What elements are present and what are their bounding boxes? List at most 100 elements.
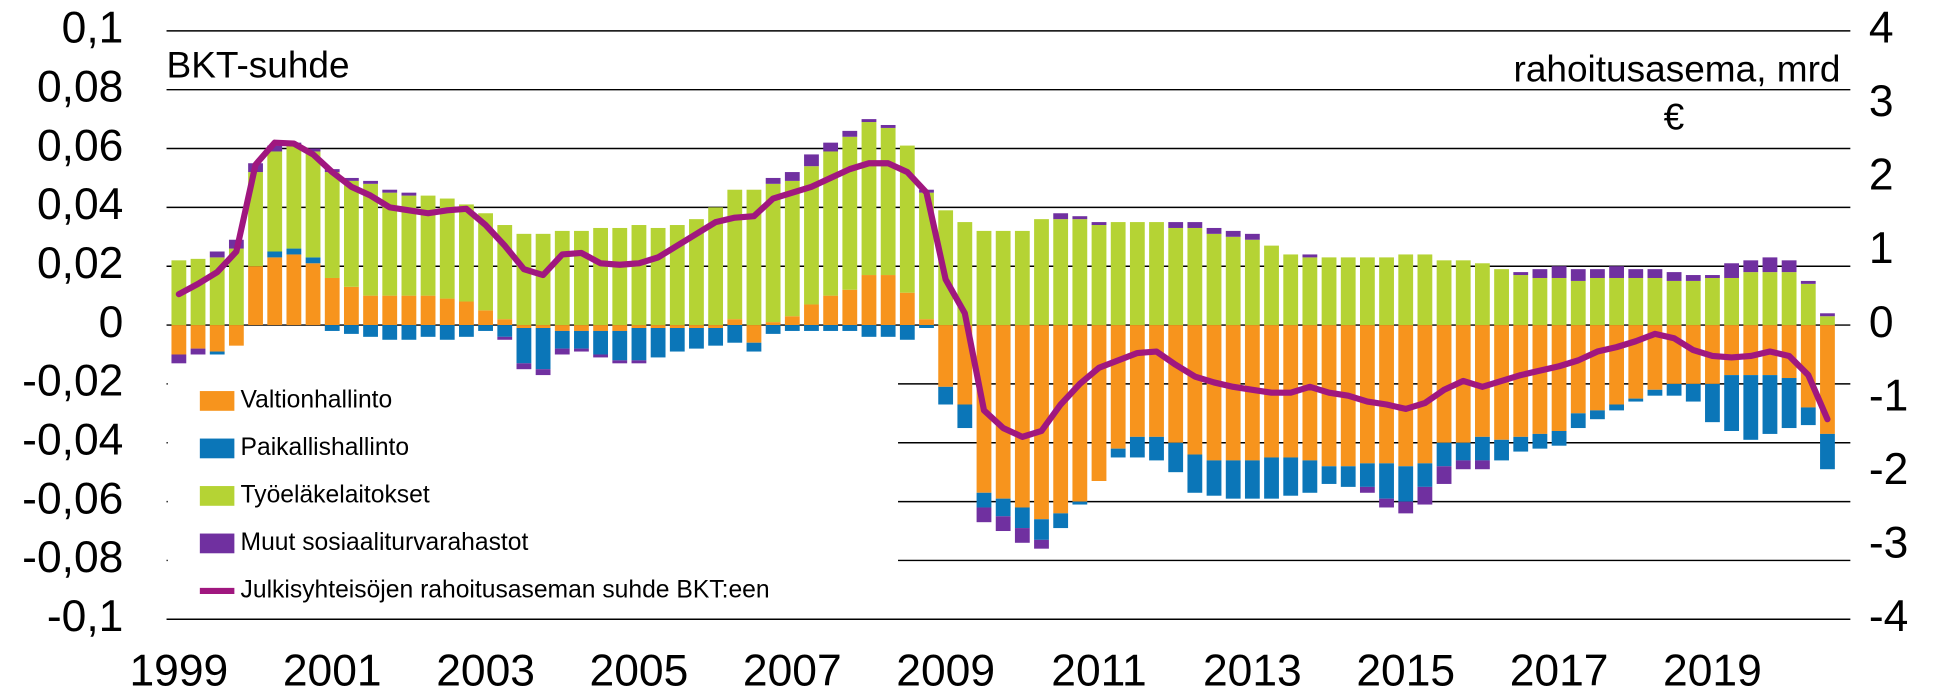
bar-segment bbox=[324, 325, 340, 331]
bar-segment bbox=[823, 295, 839, 326]
bar-segment bbox=[1225, 230, 1241, 237]
legend-label: Paikallishallinto bbox=[241, 434, 410, 461]
bar-segment bbox=[804, 154, 819, 167]
bar-segment bbox=[1628, 269, 1644, 278]
bar-segment bbox=[612, 360, 628, 364]
bar-segment bbox=[286, 254, 302, 326]
bar-segment bbox=[631, 325, 647, 329]
bar-segment bbox=[784, 316, 800, 326]
bar-segment bbox=[1206, 227, 1222, 234]
bar-segment bbox=[1417, 486, 1433, 505]
bar-segment bbox=[631, 328, 647, 361]
bar-segment bbox=[459, 325, 474, 337]
y-tick-label: -0,02 bbox=[22, 357, 123, 406]
y2-axis-label: rahoitusasema, mrd bbox=[1514, 48, 1841, 89]
bar-segment bbox=[1436, 325, 1452, 443]
bar-segment bbox=[1110, 448, 1126, 458]
bar-segment bbox=[1570, 280, 1586, 326]
x-tick-label: 2009 bbox=[896, 646, 995, 695]
bar-segment bbox=[286, 248, 302, 255]
bar-segment bbox=[746, 189, 762, 326]
bar-segment bbox=[1244, 460, 1260, 499]
y2-tick-label: -1 bbox=[1869, 371, 1908, 420]
bar-segment bbox=[1091, 222, 1107, 226]
bar-segment bbox=[1302, 325, 1318, 461]
bar-segment bbox=[305, 257, 321, 264]
bar-segment bbox=[1666, 325, 1682, 384]
bar-segment bbox=[899, 292, 915, 326]
bar-segment bbox=[343, 177, 359, 181]
bar-segment bbox=[554, 330, 570, 349]
bar-segment bbox=[1609, 266, 1624, 278]
bar-segment bbox=[957, 404, 973, 429]
bar-segment bbox=[1800, 407, 1816, 426]
bar-segment bbox=[267, 151, 283, 252]
bar-segment bbox=[1072, 219, 1088, 326]
bar-segment bbox=[497, 336, 513, 340]
y2-axis-label: € bbox=[1664, 96, 1685, 137]
bar-segment bbox=[1762, 375, 1778, 434]
bar-segment bbox=[554, 325, 570, 331]
bar-segment bbox=[995, 516, 1011, 532]
bar-segment bbox=[1129, 222, 1145, 326]
bar-segment bbox=[1551, 277, 1567, 326]
x-tick-label: 2019 bbox=[1663, 646, 1762, 695]
bar-segment bbox=[1455, 260, 1471, 326]
legend-box bbox=[167, 370, 899, 616]
bar-segment bbox=[1800, 283, 1816, 326]
bar-segment bbox=[1685, 325, 1701, 384]
bar-segment bbox=[842, 130, 858, 137]
x-tick-label: 1999 bbox=[129, 646, 228, 695]
bar-segment bbox=[861, 119, 877, 123]
x-tick-label: 2005 bbox=[590, 646, 689, 695]
bar-segment bbox=[439, 325, 455, 340]
bar-segment bbox=[784, 180, 800, 317]
x-tick-label: 2017 bbox=[1510, 646, 1609, 695]
bar-segment bbox=[1820, 316, 1835, 326]
bar-segment bbox=[439, 298, 455, 326]
bar-segment bbox=[1053, 219, 1069, 326]
bar-segment bbox=[209, 351, 225, 355]
bar-segment bbox=[995, 230, 1011, 326]
line-series bbox=[175, 139, 1831, 440]
y2-tick-label: -4 bbox=[1869, 592, 1908, 641]
bar-segment bbox=[823, 151, 839, 296]
bar-segment bbox=[784, 172, 800, 181]
bar-segment bbox=[1475, 325, 1490, 437]
bar-segment bbox=[324, 172, 340, 278]
bar-segment bbox=[1436, 260, 1452, 326]
bar-segment bbox=[1053, 325, 1069, 514]
legend-label: Muut sosiaaliturvarahastot bbox=[241, 529, 529, 556]
bar-segment bbox=[1244, 239, 1260, 326]
bar-segment bbox=[1628, 277, 1644, 326]
bar-segment bbox=[1551, 266, 1567, 278]
bar-segment bbox=[478, 213, 493, 311]
bar-segment bbox=[1014, 507, 1030, 529]
y2-tick-label: 0 bbox=[1869, 298, 1894, 347]
bar-segment bbox=[880, 275, 896, 326]
bar-segment bbox=[1264, 457, 1279, 499]
bar-segment bbox=[401, 195, 417, 296]
bar-segment bbox=[938, 386, 954, 405]
bar-segment bbox=[1149, 436, 1164, 461]
bar-segment bbox=[1187, 325, 1203, 455]
bar-segment bbox=[535, 233, 551, 326]
bar-segment bbox=[861, 122, 877, 276]
bar-segment bbox=[1781, 378, 1797, 429]
bar-segment bbox=[305, 148, 321, 152]
bar-segment bbox=[1359, 486, 1375, 493]
bar-segment bbox=[1034, 519, 1049, 540]
bar-segment bbox=[190, 348, 206, 355]
bar-segment bbox=[861, 275, 877, 326]
bar-segment bbox=[1820, 433, 1835, 470]
bar-segment bbox=[535, 328, 551, 370]
bar-segment bbox=[363, 183, 378, 296]
bar-segment bbox=[1321, 466, 1337, 484]
bar-segment bbox=[1590, 410, 1605, 420]
bar-segment bbox=[343, 286, 359, 326]
bar-segment bbox=[842, 289, 858, 326]
bar-segment bbox=[1609, 277, 1624, 326]
bar-segment bbox=[535, 325, 551, 329]
bar-segment bbox=[401, 295, 417, 326]
bar-segment bbox=[919, 192, 934, 320]
